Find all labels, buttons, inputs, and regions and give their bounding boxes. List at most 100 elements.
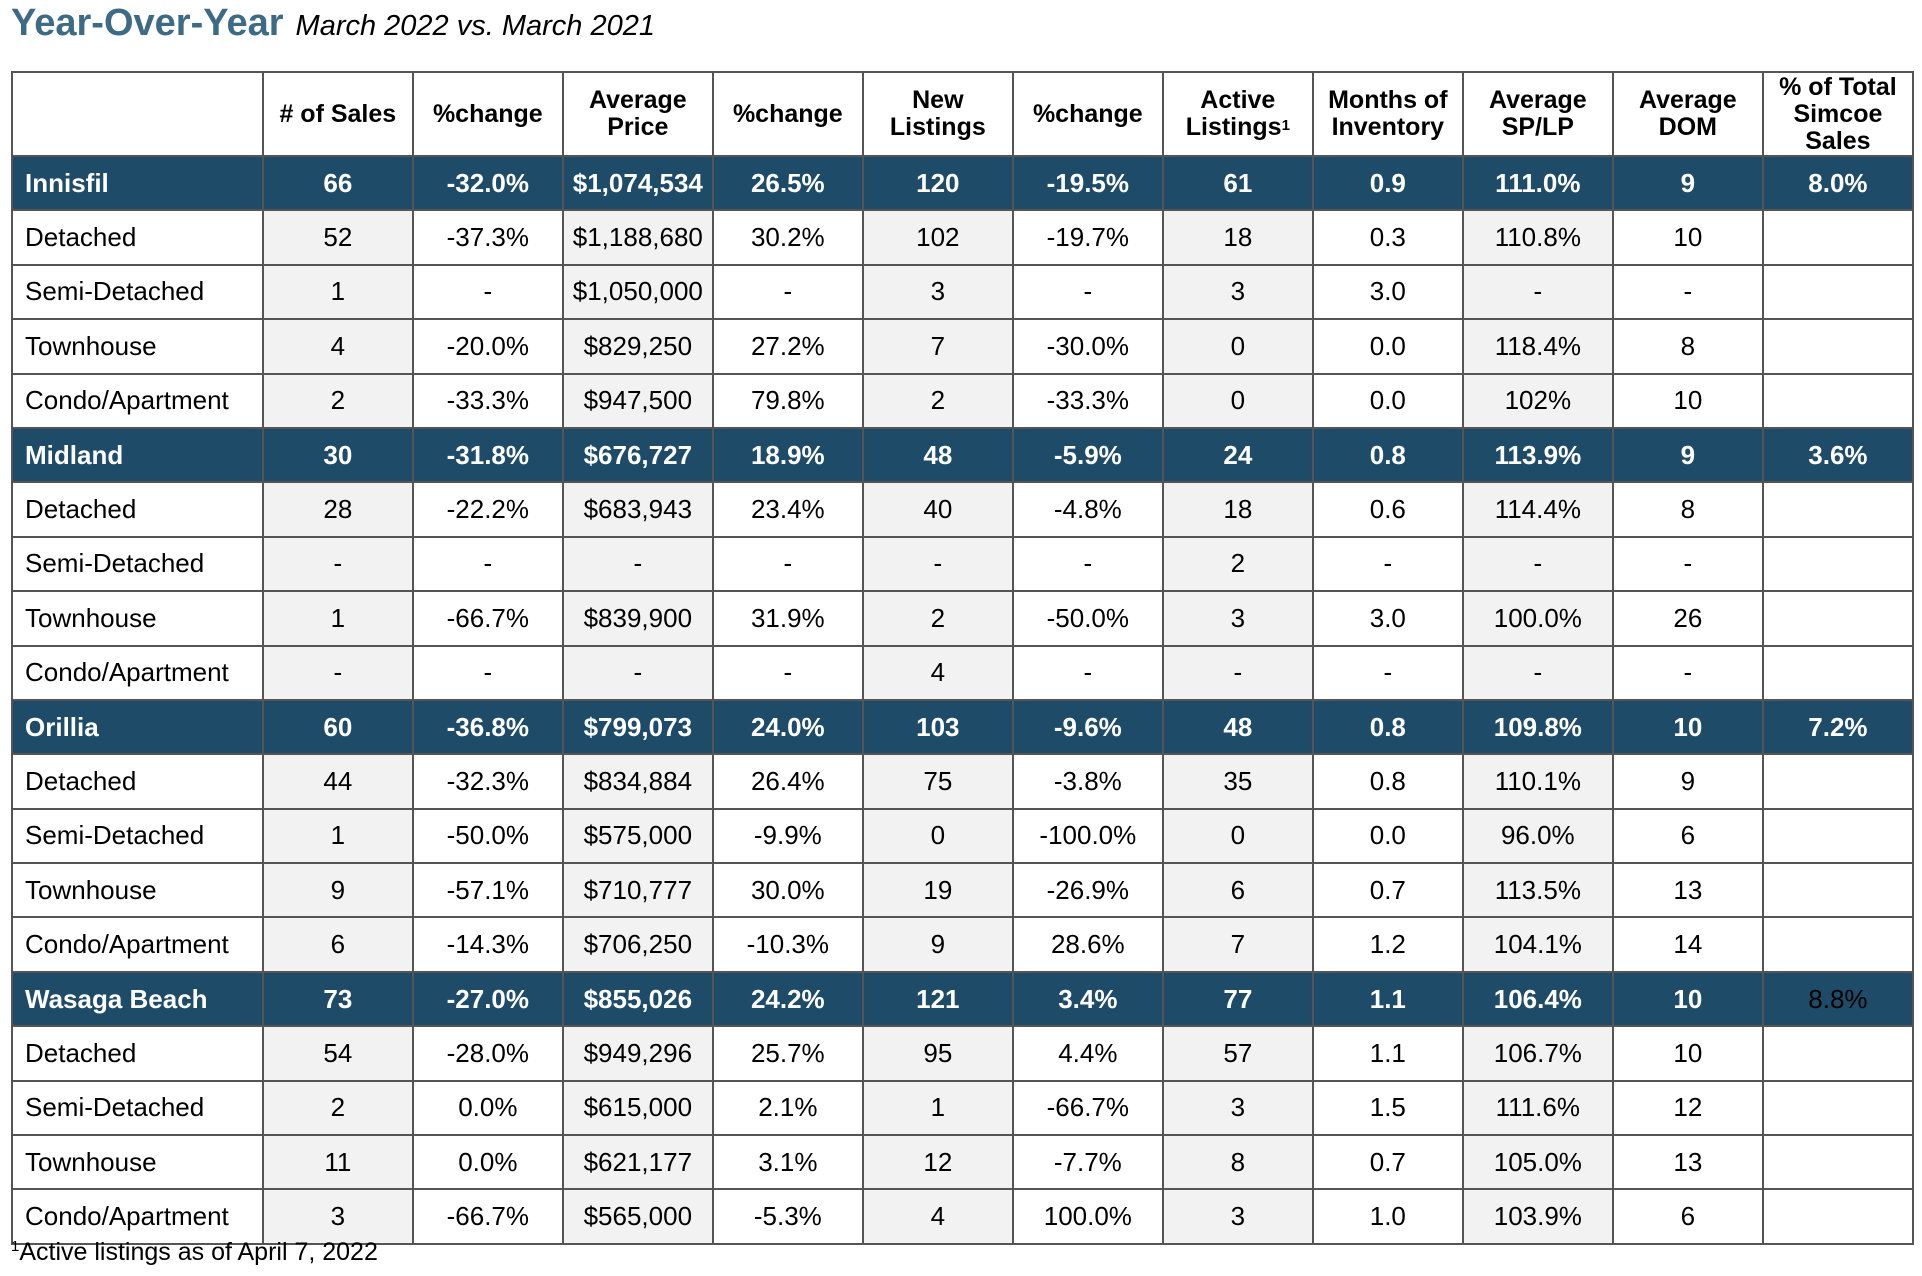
table-row: Condo/Apartment 3 -66.7% $565,000 -5.3% 4 100.…	[11, 1188, 1915, 1245]
cell-months-inventory: 1.1	[1311, 1025, 1464, 1082]
summary-cell-average-price: $799,073	[561, 698, 714, 756]
table-row: Detached 44 -32.3% $834,884 26.4% 75 -3.8% 35 0.…	[11, 753, 1915, 810]
header-months-inventory: Months of Inventory	[1311, 71, 1464, 157]
cell-price-change: 30.2%	[711, 209, 864, 266]
summary-cell-price-change: 24.2%	[711, 970, 864, 1028]
title-main: Year-Over-Year	[11, 2, 284, 44]
cell-new-listings: 0	[861, 807, 1014, 865]
header-percent-total-sales: % of Total Simcoe Sales	[1761, 71, 1915, 157]
cell-new-listings: 2	[861, 372, 1014, 429]
cell-months-inventory: 1.5	[1311, 1079, 1464, 1137]
cell-average-price: $683,943	[561, 481, 714, 538]
cell-average-splp: 111.6%	[1461, 1079, 1614, 1137]
cell-average-price: $565,000	[561, 1188, 714, 1245]
header-sales-change: %change	[411, 71, 564, 157]
cell-active-listings: 57	[1161, 1025, 1314, 1082]
cell-listings-change: -26.9%	[1011, 862, 1164, 919]
summary-cell-months-inventory: 0.9	[1311, 154, 1464, 212]
cell-months-inventory: 1.0	[1311, 1188, 1464, 1245]
cell-percent-total-sales	[1761, 1025, 1915, 1082]
cell-listings-change: -4.8%	[1011, 481, 1164, 538]
cell-listings-change: -7.7%	[1011, 1134, 1164, 1191]
header-price-change: %change	[711, 71, 864, 157]
cell-percent-total-sales	[1761, 209, 1915, 266]
summary-cell-new-listings: 103	[861, 698, 1014, 756]
cell-average-price: $1,188,680	[561, 209, 714, 266]
cell-sales-change: -	[411, 535, 564, 593]
header-active-listings-label: Active Listings	[1185, 86, 1282, 141]
region-summary-row: Innisfil 66 -32.0% $1,074,534 26.5% 120 -19.5%…	[11, 154, 1915, 212]
cell-sales-change: 0.0%	[411, 1134, 564, 1191]
cell-new-listings: 9	[861, 916, 1014, 973]
cell-average-price: $947,500	[561, 372, 714, 429]
table-header-row: # of Sales %change Average Price %change…	[11, 71, 1915, 157]
cell-price-change: -	[711, 644, 864, 701]
header-listings-change: %change	[1011, 71, 1164, 157]
cell-listings-change: -	[1011, 644, 1164, 701]
cell-percent-total-sales	[1761, 590, 1915, 647]
cell-new-listings: -	[861, 535, 1014, 593]
cell-listings-change: -3.8%	[1011, 753, 1164, 810]
cell-months-inventory: 0.7	[1311, 1134, 1464, 1191]
cell-num-sales: -	[261, 535, 414, 593]
cell-active-listings: 0	[1161, 318, 1314, 375]
cell-average-dom: 6	[1611, 807, 1764, 865]
cell-listings-change: -66.7%	[1011, 1079, 1164, 1137]
cell-percent-total-sales	[1761, 753, 1915, 810]
cell-price-change: 2.1%	[711, 1079, 864, 1137]
cell-average-dom: -	[1611, 263, 1764, 321]
cell-price-change: 30.0%	[711, 862, 864, 919]
cell-listings-change: 28.6%	[1011, 916, 1164, 973]
cell-average-splp: 100.0%	[1461, 590, 1614, 647]
cell-percent-total-sales	[1761, 535, 1915, 593]
footnote: 1Active listings as of April 7, 2022	[11, 1238, 378, 1267]
cell-label: Townhouse	[11, 862, 264, 919]
cell-sales-change: -66.7%	[411, 1188, 564, 1245]
cell-average-dom: 13	[1611, 1134, 1764, 1191]
cell-num-sales: 52	[261, 209, 414, 266]
cell-label: Detached	[11, 1025, 264, 1082]
cell-percent-total-sales	[1761, 372, 1915, 429]
summary-cell-listings-change: 3.4%	[1011, 970, 1164, 1028]
cell-active-listings: 6	[1161, 862, 1314, 919]
table-row: Detached 28 -22.2% $683,943 23.4% 40 -4.8% 18 0.…	[11, 481, 1915, 538]
cell-months-inventory: -	[1311, 644, 1464, 701]
cell-average-splp: 103.9%	[1461, 1188, 1614, 1245]
cell-active-listings: 3	[1161, 1188, 1314, 1245]
summary-cell-new-listings: 121	[861, 970, 1014, 1028]
summary-cell-average-splp: 113.9%	[1461, 426, 1614, 484]
page-title: Year-Over-Year March 2022 vs. March 2021	[11, 2, 655, 52]
cell-months-inventory: 1.2	[1311, 916, 1464, 973]
cell-label: Semi-Detached	[11, 1079, 264, 1137]
cell-average-price: $575,000	[561, 807, 714, 865]
cell-new-listings: 95	[861, 1025, 1014, 1082]
cell-price-change: 27.2%	[711, 318, 864, 375]
header-active-listings: Active Listings1	[1161, 71, 1314, 157]
cell-percent-total-sales	[1761, 862, 1915, 919]
cell-num-sales: 9	[261, 862, 414, 919]
summary-cell-average-dom: 10	[1611, 698, 1764, 756]
cell-average-dom: 12	[1611, 1079, 1764, 1137]
summary-cell-average-dom: 9	[1611, 154, 1764, 212]
cell-num-sales: 3	[261, 1188, 414, 1245]
cell-price-change: 26.4%	[711, 753, 864, 810]
summary-cell-sales-change: -32.0%	[411, 154, 564, 212]
cell-average-price: $706,250	[561, 916, 714, 973]
summary-cell-active-listings: 48	[1161, 698, 1314, 756]
cell-label: Townhouse	[11, 1134, 264, 1191]
cell-active-listings: 0	[1161, 807, 1314, 865]
header-new-listings: New Listings	[861, 71, 1014, 157]
summary-cell-num-sales: 73	[261, 970, 414, 1028]
summary-cell-average-dom: 9	[1611, 426, 1764, 484]
cell-average-splp: 110.1%	[1461, 753, 1614, 810]
cell-listings-change: 4.4%	[1011, 1025, 1164, 1082]
cell-average-price: $834,884	[561, 753, 714, 810]
cell-months-inventory: 0.6	[1311, 481, 1464, 538]
cell-sales-change: 0.0%	[411, 1079, 564, 1137]
summary-cell-num-sales: 60	[261, 698, 414, 756]
cell-average-dom: 10	[1611, 372, 1764, 429]
cell-listings-change: 100.0%	[1011, 1188, 1164, 1245]
cell-active-listings: 0	[1161, 372, 1314, 429]
cell-new-listings: 4	[861, 644, 1014, 701]
summary-cell-price-change: 26.5%	[711, 154, 864, 212]
